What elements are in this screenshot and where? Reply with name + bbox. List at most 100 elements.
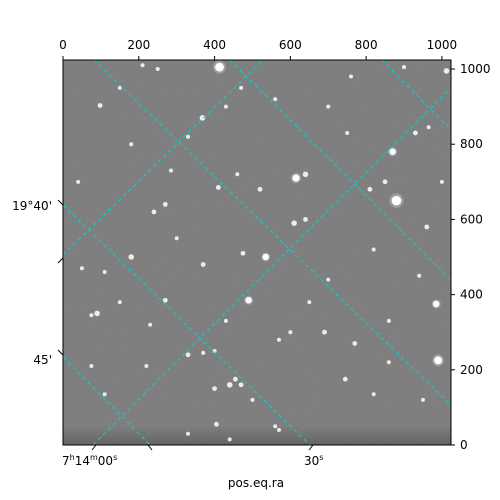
ra-tick-mark	[147, 444, 153, 451]
star	[200, 262, 206, 267]
star-halo	[389, 193, 404, 208]
star	[307, 300, 312, 305]
star	[162, 201, 168, 207]
y-tick-label: 600	[460, 212, 483, 226]
star	[412, 130, 418, 136]
grid-line	[229, 60, 451, 281]
star	[439, 179, 444, 184]
ra-tick-label: 30s	[304, 453, 323, 468]
x-tick-label: 400	[203, 38, 226, 52]
star-halo	[431, 299, 441, 309]
star	[102, 270, 107, 275]
star	[168, 168, 173, 173]
star	[186, 431, 191, 436]
dec-tick-mark	[57, 349, 64, 356]
y-tick-label: 0	[460, 438, 468, 452]
top-pixel-axis: 0 200 400 600 800 1000	[59, 38, 457, 60]
star	[144, 364, 149, 369]
star	[345, 130, 350, 135]
right-pixel-axis: 0 200 400 600 800 1000	[451, 62, 491, 452]
coordinate-grid	[63, 60, 451, 445]
star	[155, 67, 160, 72]
x-axis-label: pos.eq.ra	[228, 476, 284, 490]
star	[250, 397, 255, 402]
star	[322, 329, 327, 335]
plot-frame	[62, 59, 452, 446]
star	[371, 247, 376, 252]
star	[215, 62, 224, 72]
star	[326, 104, 331, 109]
grid-line	[63, 204, 311, 445]
star-halo	[212, 60, 226, 74]
star	[79, 266, 84, 271]
star-halo	[432, 354, 444, 367]
ra-tick-label: 7h14m00s	[62, 453, 117, 468]
star	[352, 341, 358, 346]
star	[162, 297, 168, 303]
star	[235, 172, 240, 177]
star	[89, 313, 94, 318]
star	[426, 125, 431, 130]
star	[89, 364, 94, 369]
star	[245, 297, 252, 304]
dec-tick-mark	[57, 257, 64, 264]
star	[443, 68, 450, 74]
star	[389, 148, 396, 155]
ra-tick-mark	[91, 444, 97, 451]
dec-tick-label: 45'	[33, 353, 52, 367]
star	[212, 386, 217, 392]
grid-line	[92, 87, 451, 445]
star	[185, 352, 191, 358]
stars-layer	[76, 60, 450, 442]
star	[223, 104, 228, 109]
star-halo	[244, 295, 254, 305]
star	[239, 85, 244, 90]
grid-line	[63, 60, 264, 256]
star	[201, 350, 206, 355]
star	[303, 217, 308, 222]
star	[140, 63, 145, 68]
star	[348, 74, 353, 79]
y-tick-label: 800	[460, 137, 483, 151]
grid-line	[93, 60, 451, 406]
star	[434, 356, 443, 365]
star	[273, 97, 278, 102]
y-tick-label: 200	[460, 363, 483, 377]
star	[102, 392, 107, 397]
star	[233, 376, 238, 382]
star-halo	[261, 252, 271, 262]
star	[117, 300, 122, 305]
star	[276, 337, 281, 342]
star	[371, 392, 376, 397]
star	[223, 318, 228, 323]
star	[273, 424, 278, 429]
ra-tick-mark	[308, 444, 314, 451]
star	[76, 179, 81, 184]
x-tick-label: 800	[355, 38, 378, 52]
star-halo	[290, 172, 302, 184]
star	[215, 185, 221, 190]
star	[227, 437, 232, 442]
star	[129, 142, 134, 147]
star	[342, 376, 348, 382]
dec-tick-mark	[57, 199, 64, 206]
y-tick-label: 400	[460, 288, 483, 302]
star	[433, 300, 440, 308]
grid-line	[381, 60, 451, 131]
star	[367, 186, 373, 192]
star	[240, 250, 246, 256]
sky-image	[63, 60, 451, 445]
dec-axis: 19°40' 45'	[12, 199, 64, 367]
star	[417, 273, 422, 278]
star	[212, 349, 217, 354]
star	[386, 360, 391, 365]
dec-tick-label: 19°40'	[12, 199, 52, 213]
y-tick-label: 1000	[460, 62, 491, 76]
star	[94, 310, 100, 317]
star	[151, 209, 157, 215]
star	[214, 421, 219, 427]
star	[186, 134, 191, 139]
star	[199, 115, 206, 121]
star	[386, 318, 391, 323]
